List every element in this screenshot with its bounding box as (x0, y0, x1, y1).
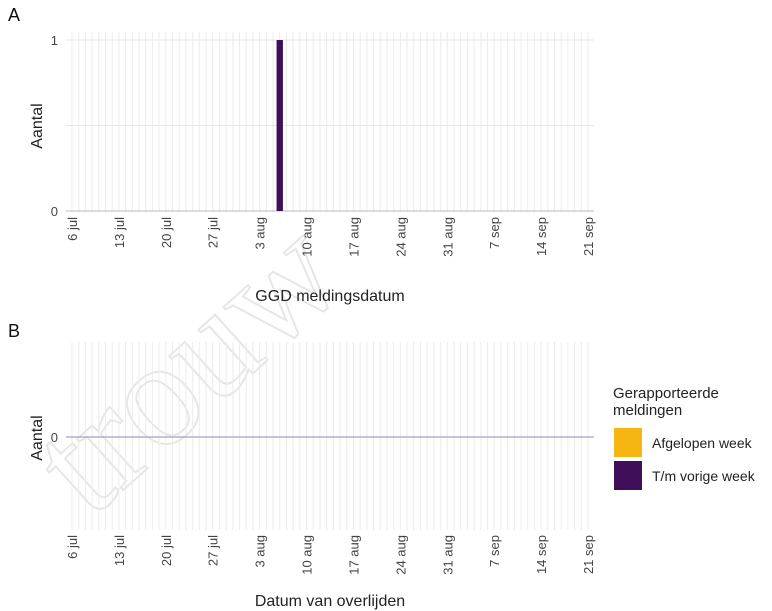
panel-a-letter: A (8, 5, 20, 25)
panel-a-x-tick-label: 7 sep (487, 217, 502, 249)
panel-a-y-axis-title: Aantal (29, 103, 46, 148)
panel-b-y-axis-title: Aantal (29, 415, 46, 460)
panel-b-x-tick-label: 13 jul (112, 535, 127, 566)
panel-a-bar (276, 40, 283, 211)
panel-b-y-tick-label: 0 (51, 430, 58, 445)
legend-items: Afgelopen week T/m vorige week (614, 428, 756, 490)
legend-label: Afgelopen week (652, 435, 753, 451)
panel-b-x-tick-label: 17 aug (346, 535, 361, 575)
panel-a-y-ticks: 01 (51, 33, 58, 219)
panel-a-x-tick-label: 3 aug (253, 217, 268, 250)
panel-a-x-tick-label: 21 sep (581, 217, 596, 256)
panel-a-x-tick-label: 20 jul (159, 217, 174, 248)
panel-a-x-axis-title: GGD meldingsdatum (255, 288, 404, 305)
watermark-text: trouw (1, 187, 372, 545)
panel-b-x-tick-label: 7 sep (487, 535, 502, 567)
panel-b-x-tick-label: 27 jul (206, 535, 221, 566)
panel-a-x-tick-label: 10 aug (300, 217, 315, 257)
panel-b: B 0 6 jul 13 jul 20 jul 27 jul 3 aug 10 aug 17… (8, 321, 596, 610)
legend-swatch (614, 428, 642, 457)
panel-a-x-tick-label: 14 sep (534, 217, 549, 256)
panel-b-x-tick-label: 10 aug (300, 535, 315, 575)
panel-a-x-tick-label: 13 jul (112, 217, 127, 248)
panel-b-x-tick-label: 21 sep (581, 535, 596, 574)
panel-a-bars (276, 40, 283, 211)
legend-swatch (614, 461, 642, 490)
panel-b-x-axis-title: Datum van overlijden (255, 593, 405, 610)
panel-b-grid (66, 342, 594, 530)
legend-title-line-1: Gerapporteerde (613, 385, 719, 402)
panel-b-x-tick-label: 6 jul (65, 535, 80, 559)
panel-a-x-tick-label: 27 jul (206, 217, 221, 248)
panel-a-grid (66, 32, 594, 212)
panel-a-x-tick-label: 31 aug (440, 217, 455, 257)
panel-a: A 01 6 jul 13 jul 20 jul 27 jul 3 aug 10 aug 1… (8, 5, 596, 305)
panel-b-y-ticks: 0 (51, 430, 58, 445)
panel-a-x-tick-label: 17 aug (346, 217, 361, 257)
watermark: trouw (0, 186, 373, 546)
panel-b-x-ticks: 6 jul 13 jul 20 jul 27 jul 3 aug 10 aug 17 aug… (65, 535, 596, 575)
panel-b-x-tick-label: 31 aug (440, 535, 455, 575)
panel-b-x-tick-label: 14 sep (534, 535, 549, 574)
legend-title-line-2: meldingen (613, 402, 682, 419)
legend: Gerapporteerde meldingen Afgelopen week T… (613, 385, 756, 490)
panel-a-x-ticks: 6 jul 13 jul 20 jul 27 jul 3 aug 10 aug 17 aug… (65, 217, 596, 257)
panel-b-x-tick-label: 20 jul (159, 535, 174, 566)
panel-b-x-tick-label: 24 aug (393, 535, 408, 575)
panel-a-x-tick-label: 6 jul (65, 217, 80, 241)
panel-a-y-tick-label: 0 (51, 204, 58, 219)
legend-label: T/m vorige week (652, 468, 756, 484)
panel-a-x-tick-label: 24 aug (393, 217, 408, 257)
panel-a-y-tick-label: 1 (51, 33, 58, 48)
panel-b-x-tick-label: 3 aug (253, 535, 268, 568)
panel-b-letter: B (8, 321, 20, 341)
